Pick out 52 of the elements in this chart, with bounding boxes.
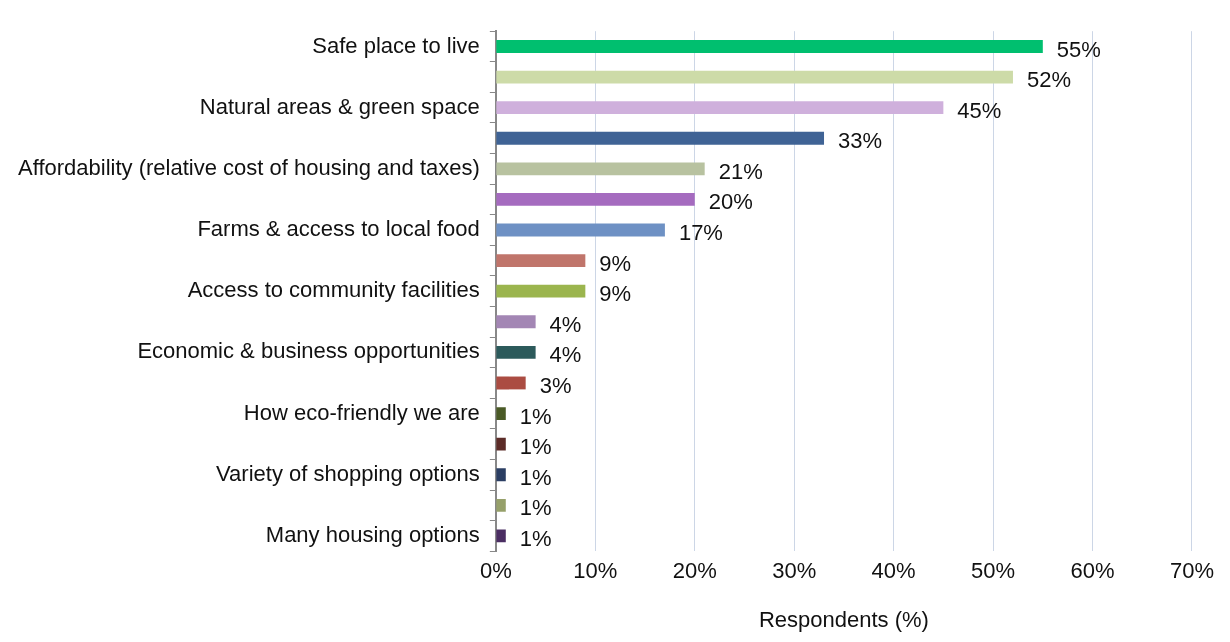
data-label: 1% [519, 525, 552, 551]
bar [496, 70, 1013, 84]
bar [496, 254, 586, 268]
x-tick-label: 40% [871, 558, 916, 584]
x-tick-label: 70% [1169, 558, 1215, 584]
bar [496, 437, 506, 451]
data-label: 3% [539, 373, 572, 399]
data-label: 33% [838, 128, 883, 154]
bar [496, 101, 944, 115]
bar [496, 223, 665, 237]
data-label: 1% [519, 464, 552, 490]
data-label: 4% [549, 342, 582, 368]
bar [496, 131, 825, 145]
bar [496, 407, 506, 420]
bar [496, 284, 586, 298]
x-tick-label: 30% [772, 558, 817, 584]
data-label: 45% [957, 97, 1002, 123]
bar [496, 498, 506, 512]
data-label: 1% [519, 495, 552, 521]
x-tick-label: 10% [573, 558, 618, 584]
y-tick-label: Variety of shopping options [216, 460, 480, 486]
data-label: 21% [718, 158, 763, 184]
data-label: 4% [549, 311, 582, 337]
data-label: 9% [599, 250, 632, 276]
y-tick-label: Natural areas & green space [199, 93, 480, 119]
data-label: 52% [1026, 67, 1072, 93]
data-label: 55% [1056, 36, 1101, 62]
y-tick-label: How eco-friendly we are [243, 399, 480, 425]
bar [496, 40, 1043, 53]
x-tick-label: 50% [971, 558, 1016, 584]
y-tick-label: Safe place to live [312, 32, 480, 58]
data-label: 17% [678, 220, 723, 246]
bar [496, 193, 695, 206]
data-label: 1% [519, 434, 552, 460]
x-tick-label: 20% [672, 558, 717, 584]
data-label: 20% [708, 189, 753, 215]
y-tick-label: Farms & access to local food [197, 216, 480, 242]
y-tick-label: Economic & business opportunities [137, 338, 480, 364]
data-label: 9% [599, 281, 632, 307]
bar [496, 468, 506, 482]
x-tick-label: 0% [479, 558, 512, 584]
y-tick-label: Affordability (relative cost of housing and taxes) [18, 154, 480, 180]
bar [496, 376, 526, 390]
data-label: 1% [519, 403, 552, 429]
bar [496, 529, 506, 543]
y-tick-label: Access to community facilities [187, 277, 480, 303]
bar [496, 162, 705, 176]
x-axis-title: Respondents (%) [758, 606, 929, 632]
bar [496, 315, 536, 329]
x-tick-label: 60% [1070, 558, 1115, 584]
bar [496, 345, 536, 359]
y-tick-label: Many housing options [265, 521, 480, 547]
